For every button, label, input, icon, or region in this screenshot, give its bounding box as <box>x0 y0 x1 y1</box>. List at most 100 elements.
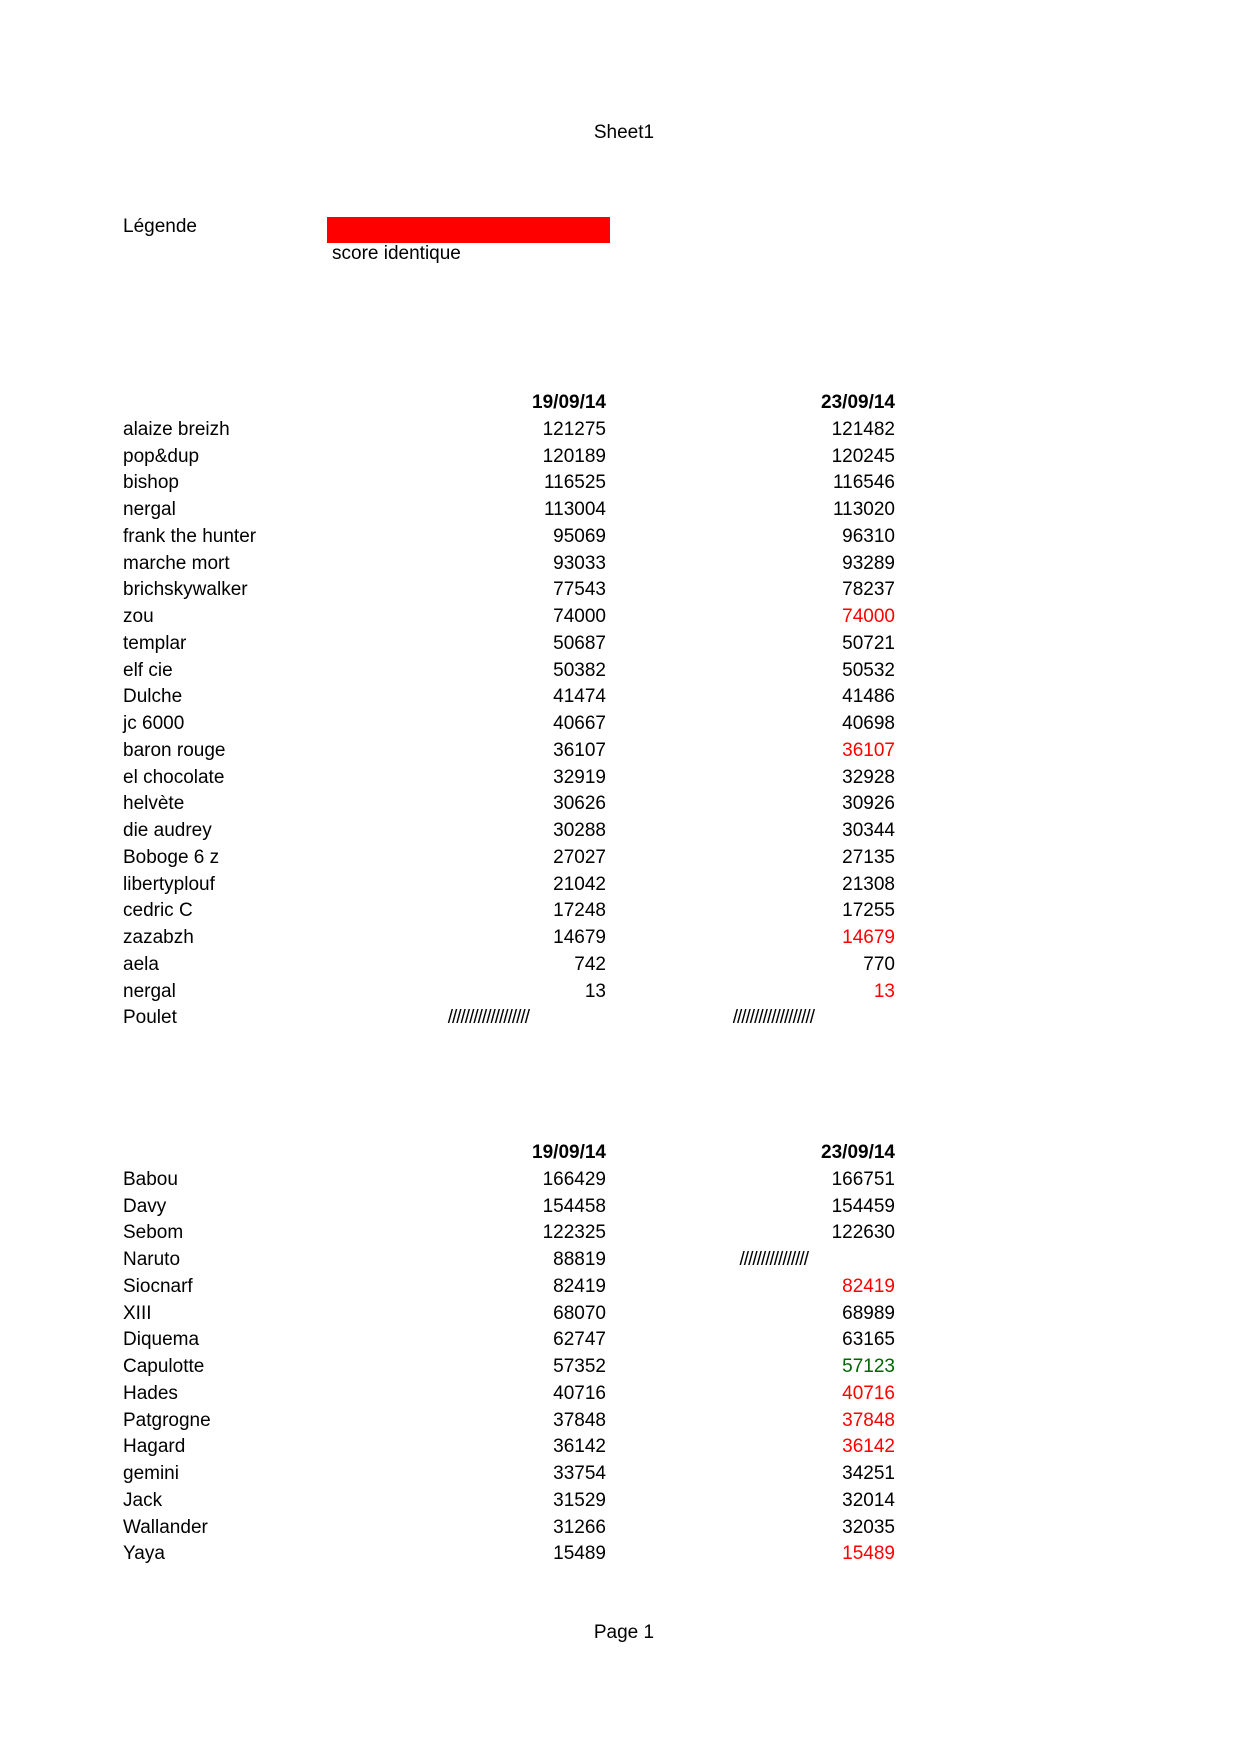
player-name: Poulet <box>123 1007 177 1029</box>
score-date-1: 50382 <box>553 659 606 681</box>
player-name: baron rouge <box>123 739 226 761</box>
score-date-1: 31529 <box>553 1489 606 1511</box>
table-row: Naruto 88819 //////////////// <box>0 1249 1241 1276</box>
score-date-1: 13 <box>584 980 606 1002</box>
score-date-2: 57123 <box>842 1356 895 1377</box>
table-row: nergal 113004 113020 <box>0 499 1241 526</box>
score-date-1: 40716 <box>553 1382 606 1404</box>
score-date-2: 68989 <box>842 1302 895 1324</box>
score-date-2: 74000 <box>842 606 895 627</box>
score-date-2: 40716 <box>842 1382 895 1404</box>
score-date-2: 50721 <box>842 632 895 654</box>
score-date-2: 32928 <box>842 766 895 788</box>
player-name: pop&dup <box>123 445 200 467</box>
table-row: aela 742 770 <box>0 954 1241 981</box>
score-date-1: 93033 <box>553 552 606 574</box>
score-date-2: 32035 <box>842 1516 895 1538</box>
score-date-2: 13 <box>873 980 895 1002</box>
table-row: marche mort 93033 93289 <box>0 553 1241 580</box>
table-row: baron rouge 36107 36107 <box>0 740 1241 767</box>
score-date-1: 36142 <box>553 1436 606 1458</box>
table-row: Hagard 36142 36142 <box>0 1436 1241 1463</box>
legend-label: Légende <box>123 216 197 237</box>
player-name: libertyplouf <box>123 873 215 895</box>
table-row: zou 74000 74000 <box>0 606 1241 633</box>
player-name: Hades <box>123 1382 178 1404</box>
table-row: Capulotte 57352 57123 <box>0 1356 1241 1383</box>
score-date-2: 34251 <box>842 1463 895 1484</box>
player-name: Capulotte <box>123 1356 205 1377</box>
table-row: gemini 33754 34251 <box>0 1463 1241 1490</box>
table-row: Babou 166429 166751 <box>0 1169 1241 1196</box>
table-row: Boboge 6 z 27027 27135 <box>0 847 1241 874</box>
score-date-2: 15489 <box>842 1543 895 1565</box>
table-row: Dulche 41474 41486 <box>0 686 1241 713</box>
player-name: bishop <box>123 472 179 494</box>
score-date-2: 40698 <box>842 713 895 734</box>
player-name: Davy <box>123 1195 167 1217</box>
score-date-2: 36142 <box>842 1436 895 1458</box>
score-date-2: 50532 <box>842 659 895 681</box>
player-name: marche mort <box>123 552 230 574</box>
table-row: pop&dup 120189 120245 <box>0 446 1241 473</box>
table-row: Jack 31529 32014 <box>0 1490 1241 1517</box>
player-name: Dulche <box>123 686 183 708</box>
table-row: Diquema 62747 63165 <box>0 1329 1241 1356</box>
table-row: templar 50687 50721 <box>0 633 1241 660</box>
player-name: Wallander <box>123 1516 208 1538</box>
page-number: Page 1 <box>593 1622 655 1643</box>
score-date-2: 14679 <box>842 927 895 948</box>
score-date-1: 30288 <box>553 820 606 841</box>
score-date-1: 32919 <box>553 766 606 788</box>
score-date-2: 78237 <box>842 579 895 601</box>
player-name: Patgrogne <box>123 1409 211 1431</box>
score-date-2: 36107 <box>842 739 895 761</box>
table-row: zazabzh 14679 14679 <box>0 927 1241 954</box>
table-row: Patgrogne 37848 37848 <box>0 1410 1241 1437</box>
score-date-2: 166751 <box>831 1168 895 1190</box>
legend-red-swatch <box>327 217 610 243</box>
table-row: Sebom 122325 122630 <box>0 1222 1241 1249</box>
score-date-1: 57352 <box>553 1356 606 1377</box>
score-date-1: 21042 <box>553 873 606 895</box>
score-date-2: 82419 <box>842 1275 895 1297</box>
legend-text: score identique <box>332 243 461 264</box>
player-name: alaize breizh <box>123 418 230 440</box>
table-row: Davy 154458 154459 <box>0 1196 1241 1223</box>
player-name: zou <box>123 606 154 627</box>
score-date-2: 30344 <box>842 820 895 841</box>
player-name: elf cie <box>123 659 173 681</box>
table-row: Yaya 15489 15489 <box>0 1543 1241 1570</box>
score-date-1: 33754 <box>553 1463 606 1484</box>
player-name: Sebom <box>123 1222 184 1244</box>
score-date-2: 116546 <box>833 472 895 494</box>
player-name: die audrey <box>123 820 212 841</box>
score-date-1: 120189 <box>542 445 606 467</box>
table-row: die audrey 30288 30344 <box>0 820 1241 847</box>
player-name: brichskywalker <box>123 579 248 601</box>
score-date-1: 82419 <box>553 1275 606 1297</box>
score-date-2: 122630 <box>831 1222 895 1244</box>
score-date-2: 96310 <box>842 525 895 547</box>
score-date-1: 116525 <box>544 472 606 494</box>
table-row: Siocnarf 82419 82419 <box>0 1276 1241 1303</box>
player-name: Naruto <box>123 1249 181 1270</box>
table-row: frank the hunter 95069 96310 <box>0 526 1241 553</box>
player-name: frank the hunter <box>123 525 257 547</box>
player-name: Boboge 6 z <box>123 846 220 868</box>
score-date-1: 122325 <box>542 1222 606 1244</box>
score-date-2: 121482 <box>831 418 895 440</box>
score-date-2: 37848 <box>842 1409 895 1431</box>
table-header-row: 19/09/14 23/09/14 <box>0 392 1241 419</box>
score-date-1: 50687 <box>553 632 606 654</box>
player-name: Diquema <box>123 1329 200 1351</box>
score-date-2: 30926 <box>842 793 895 815</box>
score-date-1: 17248 <box>553 900 606 922</box>
column-header-date-2: 23/09/14 <box>821 392 895 413</box>
score-date-1: 154458 <box>542 1195 606 1217</box>
score-date-2: /////////////////// <box>732 1007 815 1029</box>
table-row: jc 6000 40667 40698 <box>0 713 1241 740</box>
player-name: gemini <box>123 1463 179 1484</box>
score-date-2: 154459 <box>831 1195 895 1217</box>
table-row: Hades 40716 40716 <box>0 1383 1241 1410</box>
